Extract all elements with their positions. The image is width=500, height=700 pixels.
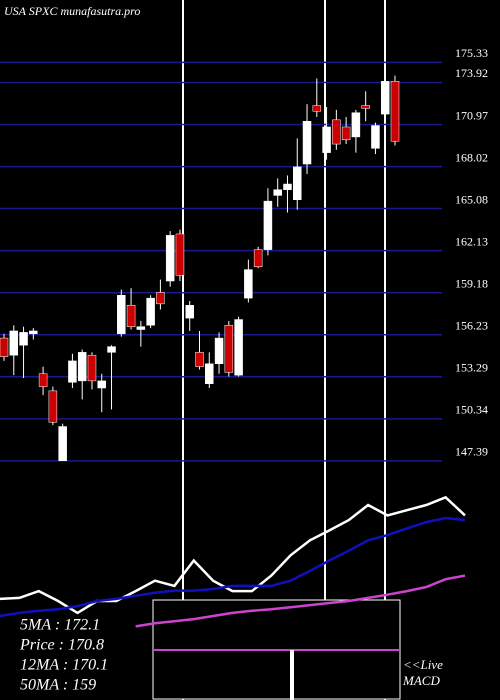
y-tick-label: 170.97 xyxy=(455,108,488,122)
candle-body xyxy=(205,363,214,384)
y-tick-label: 168.02 xyxy=(455,150,488,164)
y-tick-label: 165.08 xyxy=(455,192,488,206)
indicator-line xyxy=(135,574,466,628)
candle-body xyxy=(175,233,185,276)
indicator-label: Price : 170.8 xyxy=(19,637,104,654)
candle-body xyxy=(107,346,116,353)
indicator-label: 12MA : 170.1 xyxy=(20,657,108,674)
indicator-line xyxy=(0,495,466,615)
candle-body xyxy=(341,126,351,141)
candle-body xyxy=(244,269,253,299)
y-tick-label: 150.34 xyxy=(455,403,488,417)
candle-body xyxy=(283,183,292,190)
indicator-note: MACD xyxy=(402,673,440,688)
candle-body xyxy=(29,330,38,335)
candle-body xyxy=(146,297,155,326)
y-tick-label: 153.29 xyxy=(455,360,488,374)
y-tick-label: 147.39 xyxy=(455,445,488,459)
y-tick-label: 162.13 xyxy=(455,234,488,248)
candle-body xyxy=(0,337,9,357)
candle-body xyxy=(214,337,224,365)
candle-body xyxy=(9,330,19,356)
y-tick-label: 173.92 xyxy=(455,66,488,80)
candle-body xyxy=(322,126,331,153)
candle-body xyxy=(195,352,204,367)
candle-body xyxy=(361,105,370,109)
candle-body xyxy=(390,81,400,142)
candle-body xyxy=(263,200,273,250)
candle-body xyxy=(312,105,322,112)
candle-body xyxy=(302,121,312,165)
candle-body xyxy=(165,235,175,282)
candle-body xyxy=(371,125,380,149)
candle-body xyxy=(253,249,263,268)
candle-body xyxy=(68,360,77,383)
candle-body xyxy=(117,295,126,335)
candle-body xyxy=(48,390,58,423)
candle-body xyxy=(293,166,302,200)
chart-title: USA SPXC munafasutra.pro xyxy=(4,4,140,18)
candle-body xyxy=(97,380,106,389)
y-tick-label: 159.18 xyxy=(455,276,488,290)
candle-body xyxy=(332,119,341,145)
y-tick-label: 156.23 xyxy=(455,319,488,333)
candle-body xyxy=(38,373,48,387)
candle-body xyxy=(77,352,87,382)
candle-body xyxy=(126,305,136,327)
indicator-label: 5MA : 172.1 xyxy=(20,617,100,634)
indicator-label: 50MA : 159 xyxy=(20,677,96,694)
candle-body xyxy=(185,305,194,319)
candle-body xyxy=(87,354,97,382)
candle-body xyxy=(136,326,146,330)
indicator-line xyxy=(0,516,466,618)
candle-body xyxy=(380,81,390,115)
y-tick-label: 175.33 xyxy=(455,46,488,60)
candle-body xyxy=(58,426,67,462)
candle-body xyxy=(273,189,282,196)
candle-body xyxy=(224,324,234,373)
candle-body xyxy=(19,332,28,346)
indicator-note: <<Live xyxy=(403,657,443,672)
candle-body xyxy=(156,292,165,305)
candle-body xyxy=(234,319,243,376)
candle-body xyxy=(351,112,361,138)
